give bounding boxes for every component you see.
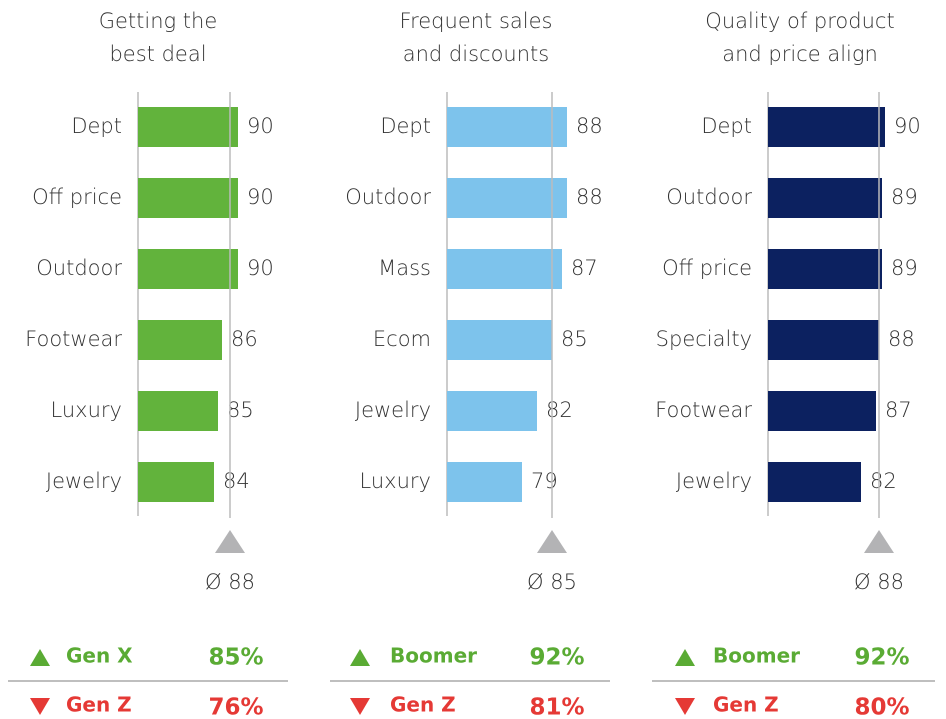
bar	[447, 320, 552, 360]
value-label: 89	[891, 256, 918, 280]
category-label: Outdoor	[666, 185, 752, 209]
value-label: 90	[247, 256, 274, 280]
bar	[138, 320, 222, 360]
category-label: Ecom	[373, 327, 431, 351]
average-marker	[215, 530, 245, 553]
down-icon	[675, 698, 695, 715]
panel-title: best deal	[109, 42, 206, 66]
bar	[447, 249, 562, 289]
bar	[447, 391, 537, 431]
category-label: Jewelry	[676, 469, 752, 493]
panel-title: Quality of product	[705, 9, 894, 33]
bar	[138, 249, 238, 289]
highest-value: 92%	[529, 645, 584, 671]
value-label: 88	[888, 327, 915, 351]
up-icon	[675, 649, 695, 666]
category-label: Dept	[380, 114, 431, 138]
lowest-group: Gen Z	[66, 693, 132, 717]
average-marker	[864, 530, 894, 553]
value-label: 84	[223, 469, 250, 493]
lowest-value: 81%	[529, 695, 584, 719]
average-label: Ø 85	[527, 570, 577, 594]
bar	[138, 462, 214, 502]
value-label: 90	[247, 114, 274, 138]
category-label: Footwear	[25, 327, 122, 351]
lowest-group: Gen Z	[390, 693, 456, 717]
average-label: Ø 88	[854, 570, 904, 594]
bar	[768, 462, 861, 502]
bar	[138, 391, 218, 431]
category-label: Footwear	[655, 398, 752, 422]
value-label: 86	[231, 327, 258, 351]
category-label: Luxury	[360, 469, 431, 493]
bar	[138, 107, 238, 147]
category-label: Off price	[32, 185, 122, 209]
category-label: Luxury	[51, 398, 122, 422]
up-icon	[350, 649, 370, 666]
value-label: 85	[227, 398, 254, 422]
category-label: Dept	[701, 114, 752, 138]
down-icon	[350, 698, 370, 715]
average-marker	[537, 530, 567, 553]
category-label: Specialty	[656, 327, 752, 351]
down-icon	[30, 698, 50, 715]
panel-title: and discounts	[403, 42, 549, 66]
bar	[768, 178, 882, 218]
bar	[447, 462, 522, 502]
value-label: 89	[891, 185, 918, 209]
average-label: Ø 88	[205, 570, 255, 594]
value-label: 82	[870, 469, 897, 493]
panel-title: and price align	[722, 42, 878, 66]
highest-value: 92%	[854, 645, 909, 671]
lowest-value: 76%	[208, 695, 263, 719]
bar	[768, 391, 876, 431]
value-label: 87	[571, 256, 598, 280]
category-label: Outdoor	[36, 256, 122, 280]
lowest-value: 80%	[854, 695, 909, 719]
highest-value: 85%	[208, 645, 263, 671]
value-label: 90	[247, 185, 274, 209]
value-label: 88	[576, 114, 603, 138]
value-label: 87	[885, 398, 912, 422]
category-label: Dept	[71, 114, 122, 138]
value-label: 88	[576, 185, 603, 209]
highest-group: Gen X	[66, 644, 133, 668]
value-label: 90	[894, 114, 921, 138]
category-label: Outdoor	[345, 185, 431, 209]
bar	[138, 178, 238, 218]
bar	[447, 107, 567, 147]
bar	[768, 320, 879, 360]
panel-title: Getting the	[99, 9, 218, 33]
bar	[447, 178, 567, 218]
lowest-group: Gen Z	[713, 693, 779, 717]
bar	[768, 107, 885, 147]
bar	[768, 249, 882, 289]
category-label: Jewelry	[355, 398, 431, 422]
panel-title: Frequent sales	[400, 9, 553, 33]
category-label: Mass	[378, 256, 431, 280]
highest-group: Boomer	[713, 644, 800, 668]
category-label: Off price	[662, 256, 752, 280]
value-label: 85	[561, 327, 588, 351]
category-label: Jewelry	[46, 469, 122, 493]
value-label: 79	[531, 469, 558, 493]
up-icon	[30, 649, 50, 666]
value-label: 82	[546, 398, 573, 422]
highest-group: Boomer	[390, 644, 477, 668]
